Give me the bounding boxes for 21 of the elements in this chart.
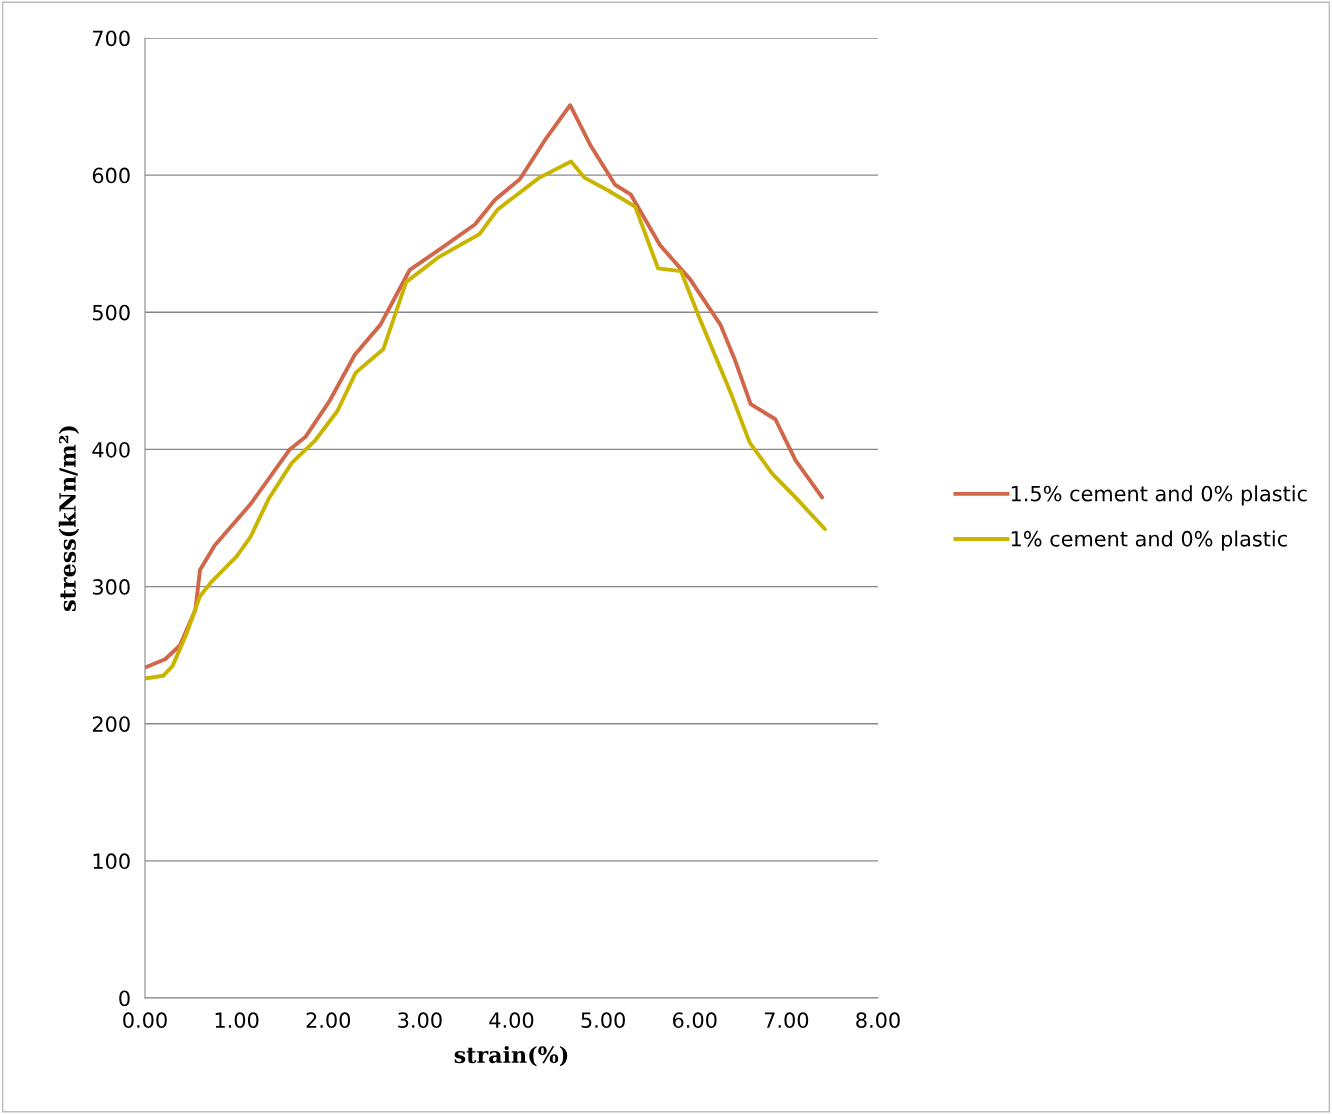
y-axis-title: stress(kNn/m²) bbox=[58, 426, 80, 611]
y-tick-label: 700 bbox=[93, 30, 130, 47]
y-tick-label: 400 bbox=[92, 441, 130, 458]
y-tick-label: 300 bbox=[92, 579, 130, 595]
x-tick-label: 6.00 bbox=[673, 1012, 717, 1029]
x-tick-label: 2.00 bbox=[306, 1012, 351, 1029]
legend-label: 1% cement and 0% plastic bbox=[1011, 530, 1287, 551]
legend-label: 1.5% cement and 0% plastic bbox=[1011, 485, 1307, 506]
x-tick-label: 1.00 bbox=[215, 1012, 259, 1029]
x-tick-label: 7.00 bbox=[764, 1012, 809, 1029]
y-tick-label: 200 bbox=[92, 716, 130, 732]
x-tick-label: 3.00 bbox=[398, 1012, 442, 1029]
y-tick-label: 0 bbox=[119, 990, 130, 1007]
x-axis-title: strain(%) bbox=[454, 1045, 568, 1067]
x-tick-label: 8.00 bbox=[856, 1012, 900, 1029]
x-tick-label: 0.00 bbox=[123, 1012, 167, 1029]
y-tick-label: 500 bbox=[92, 304, 130, 321]
x-tick-label: 4.00 bbox=[489, 1012, 534, 1029]
x-tick-label: 5.00 bbox=[581, 1012, 625, 1029]
y-tick-label: 100 bbox=[93, 853, 130, 870]
y-tick-label: 600 bbox=[92, 167, 130, 184]
